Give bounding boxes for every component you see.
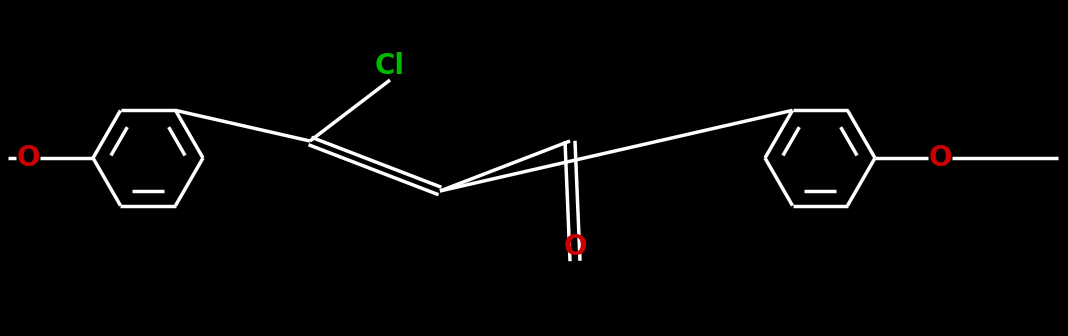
Text: O: O <box>928 144 952 172</box>
Text: O: O <box>16 144 40 172</box>
Text: O: O <box>563 233 586 261</box>
Text: Cl: Cl <box>375 52 405 80</box>
